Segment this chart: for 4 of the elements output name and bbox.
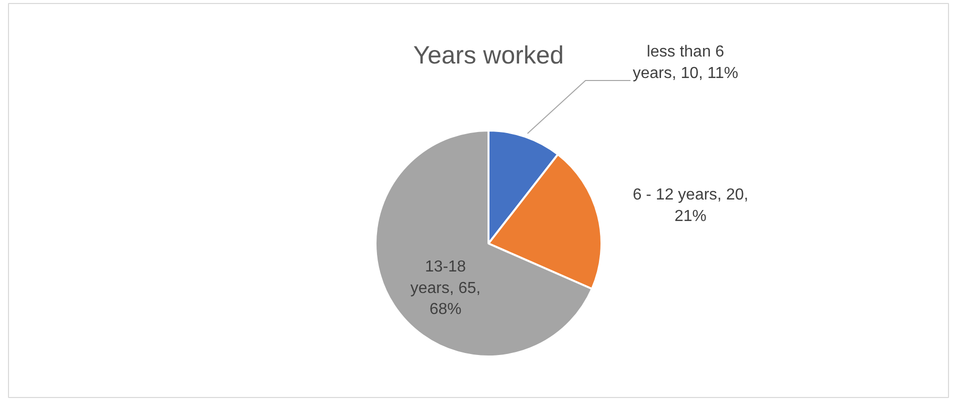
chart-title: Years worked (413, 42, 564, 70)
slice-label: 6 - 12 years, 20, 21% (632, 186, 748, 225)
slice-label: 13-18 years, 65, 68% (410, 258, 481, 318)
slice-label: less than 6 years, 10, 11% (632, 44, 738, 82)
